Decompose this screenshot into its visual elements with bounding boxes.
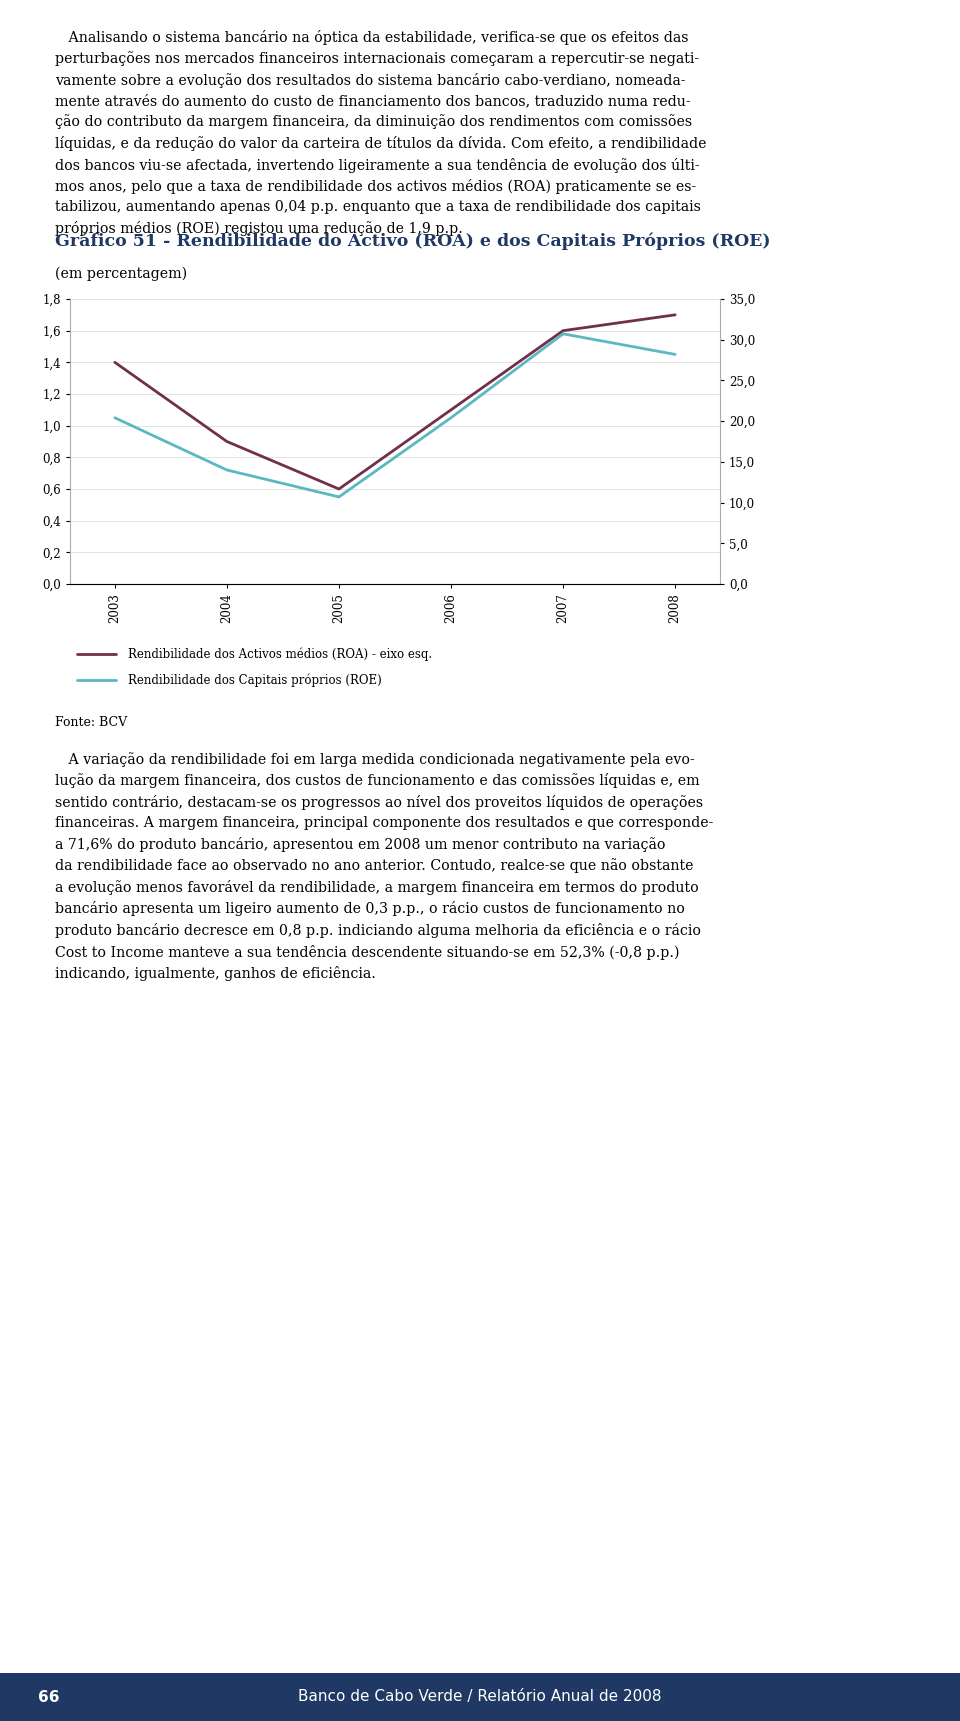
Text: Rendibilidade dos Capitais próprios (ROE): Rendibilidade dos Capitais próprios (ROE… [129,673,382,687]
Text: 66: 66 [38,1690,60,1704]
Text: Analisando o sistema bancário na óptica da estabilidade, verifica-se que os efei: Analisando o sistema bancário na óptica … [55,29,707,236]
Text: Rendibilidade dos Activos médios (ROA) - eixo esq.: Rendibilidade dos Activos médios (ROA) -… [129,647,433,661]
Text: Gráfico 51 - Rendibilidade do Activo (ROA) e dos Capitais Próprios (ROE): Gráfico 51 - Rendibilidade do Activo (RO… [55,232,771,250]
Text: A variação da rendibilidade foi em larga medida condicionada negativamente pela : A variação da rendibilidade foi em larga… [55,752,713,981]
Text: (em percentagem): (em percentagem) [55,267,187,282]
Text: Fonte: BCV: Fonte: BCV [55,716,127,730]
Text: Banco de Cabo Verde / Relatório Anual de 2008: Banco de Cabo Verde / Relatório Anual de… [299,1690,661,1704]
